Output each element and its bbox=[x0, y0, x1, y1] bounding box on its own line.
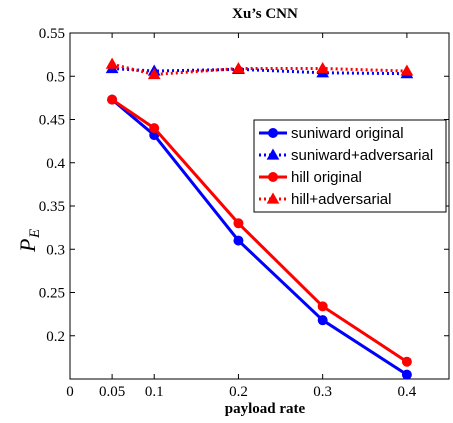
plot-area: 0 0.05 0.1 0.2 0.3 0.4 0.2 0.25 0.3 0.35 0.4 0.45 0.… bbox=[39, 26, 450, 400]
data-point-series-3 bbox=[149, 123, 160, 134]
legend-box bbox=[253, 119, 447, 213]
data-point-series-3 bbox=[107, 94, 118, 105]
series-line-4 bbox=[111, 62, 407, 77]
legend-swatch-marker bbox=[266, 192, 280, 204]
legend-entry-label: hill+adversarial bbox=[291, 191, 391, 208]
y-tick-label: 0.45 bbox=[39, 113, 65, 129]
legend-swatch-marker bbox=[268, 172, 278, 182]
data-point-series-4 bbox=[147, 68, 161, 80]
data-point-series-1 bbox=[233, 235, 244, 246]
x-tick-label: 0.3 bbox=[313, 384, 332, 400]
x-tick-label: 0.4 bbox=[398, 384, 417, 400]
legend: suniward original suniward+adversarial hil… bbox=[253, 119, 447, 213]
data-point-series-3 bbox=[401, 356, 412, 367]
y-tick-label: 0.3 bbox=[46, 242, 65, 258]
legend-entry-label: suniward+adversarial bbox=[291, 147, 433, 164]
x-tick-label: 0 bbox=[66, 384, 74, 400]
data-point-series-4 bbox=[400, 64, 414, 76]
data-point-series-4 bbox=[316, 61, 330, 74]
data-point-series-1 bbox=[317, 315, 328, 326]
y-tick-label: 0.55 bbox=[39, 26, 65, 42]
y-axis-label-subscript: E bbox=[27, 229, 43, 239]
y-tick-label: 0.35 bbox=[39, 199, 65, 215]
y-tick-label: 0.4 bbox=[46, 156, 65, 172]
data-point-series-3 bbox=[233, 218, 244, 229]
data-point-series-3 bbox=[317, 301, 328, 312]
x-tick-label: 0.1 bbox=[145, 384, 164, 400]
y-tick-label: 0.2 bbox=[46, 329, 65, 345]
legend-swatch-marker bbox=[268, 128, 278, 138]
data-point-series-1 bbox=[401, 369, 412, 380]
x-tick-label: 0.05 bbox=[99, 384, 125, 400]
y-axis-label: P E bbox=[15, 229, 43, 253]
legend-swatch-marker bbox=[266, 148, 280, 160]
y-tick-label: 0.25 bbox=[39, 286, 65, 302]
y-axis-label-main: P bbox=[15, 239, 40, 253]
y-tick-label: 0.5 bbox=[46, 69, 65, 85]
data-point-series-4 bbox=[105, 57, 119, 69]
chart-title: Xu’s CNN bbox=[232, 6, 298, 22]
x-axis-label: payload rate bbox=[225, 401, 306, 417]
x-tick-label: 0.2 bbox=[229, 384, 248, 400]
legend-entry-label: suniward original bbox=[291, 125, 404, 142]
legend-entry-label: hill original bbox=[291, 169, 362, 186]
data-point-series-4 bbox=[232, 61, 245, 74]
